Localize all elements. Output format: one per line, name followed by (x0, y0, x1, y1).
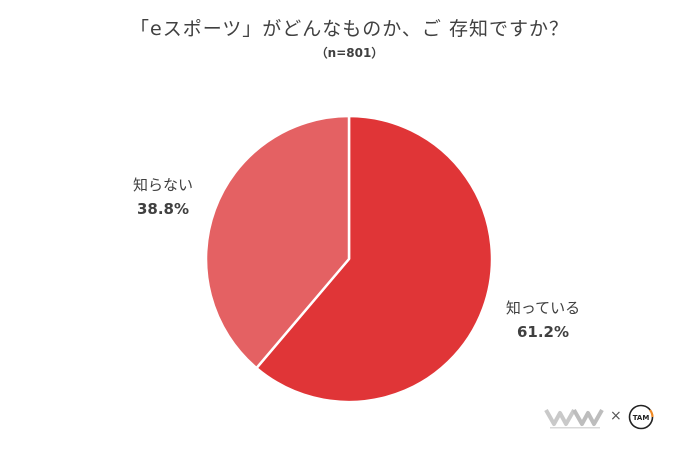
chart-subtitle: （n=801） (315, 46, 384, 60)
pie-slices (204, 114, 494, 404)
brand-logos: × TAM (544, 402, 662, 432)
chart-title: 「eスポーツ」がどんなものか、ご 存知ですか？ (130, 18, 569, 40)
pie-labels: 知っている 61.2% 知らない 38.8% (133, 176, 580, 341)
tam-logo-icon: TAM (628, 404, 654, 430)
slice-value-0: 61.2% (517, 323, 569, 341)
logo-separator: × (610, 408, 622, 424)
tam-logo-text: TAM (633, 414, 650, 422)
slice-value-1: 38.8% (137, 200, 189, 218)
pie-slice-1 (204, 114, 351, 370)
slice-label-0: 知っている (506, 299, 580, 317)
slice-label-1: 知らない (133, 176, 193, 194)
pie-slice-0 (255, 114, 494, 404)
wave-logo-icon (544, 409, 604, 429)
